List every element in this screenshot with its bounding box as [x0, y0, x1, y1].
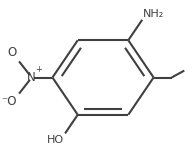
Text: O: O: [7, 46, 16, 59]
Text: +: +: [35, 65, 42, 74]
Text: ⁻O: ⁻O: [1, 95, 17, 108]
Text: N: N: [26, 71, 35, 84]
Text: HO: HO: [47, 135, 64, 145]
Text: NH₂: NH₂: [143, 9, 164, 19]
